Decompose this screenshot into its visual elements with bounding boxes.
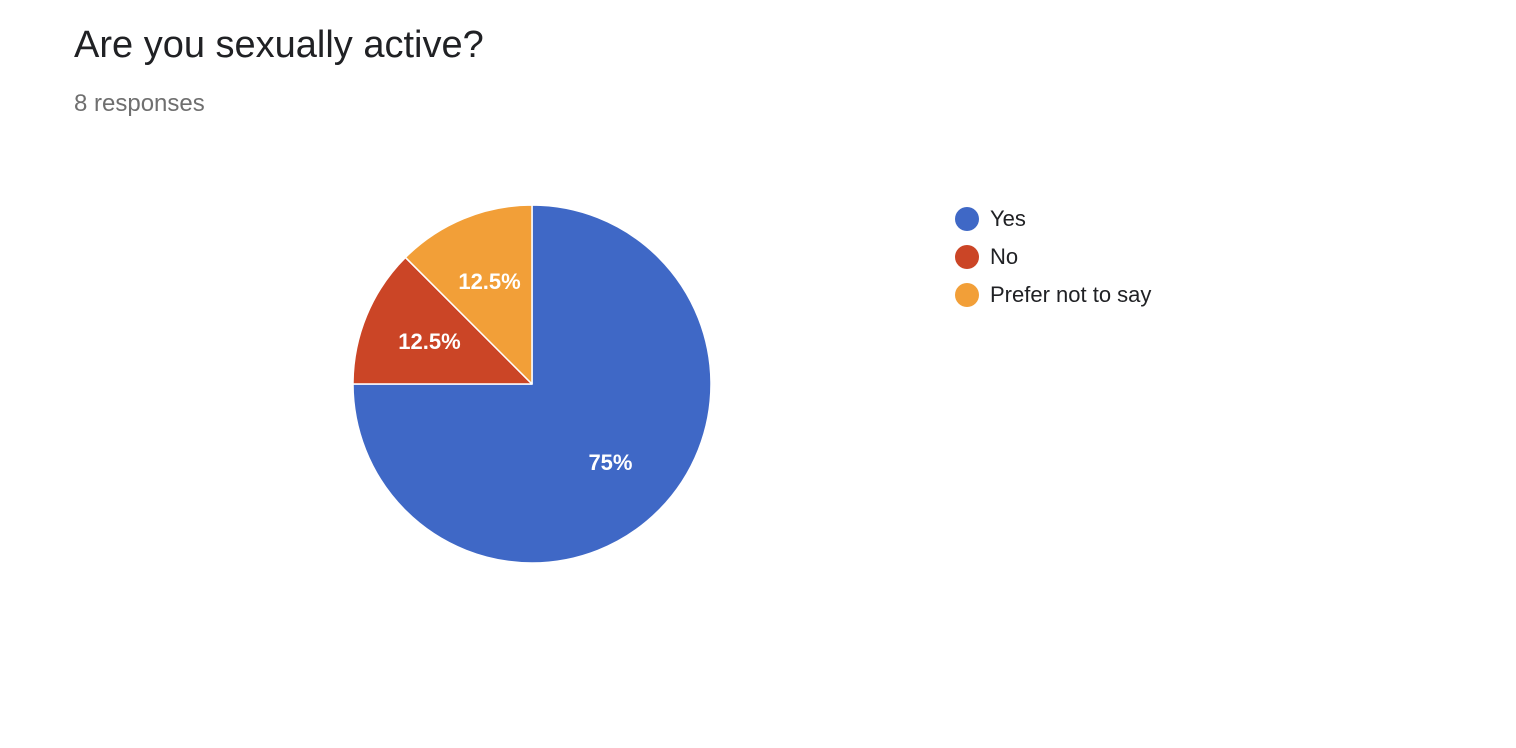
legend-item[interactable]: No xyxy=(955,238,1151,276)
legend-swatch-icon xyxy=(955,207,979,231)
legend-label: Prefer not to say xyxy=(990,282,1152,307)
pie-slices xyxy=(352,204,712,564)
slice-value-label: 12.5% xyxy=(458,269,520,294)
question-title: Are you sexually active? xyxy=(74,24,484,66)
pie-labels: 75% 12.5% 12.5% xyxy=(398,269,632,475)
legend-label: No xyxy=(990,244,1019,269)
legend-swatch-icon xyxy=(955,283,979,307)
pie-slice-no[interactable] xyxy=(352,256,533,385)
pie-slice-yes[interactable] xyxy=(352,204,712,564)
legend-item[interactable]: Prefer not to say xyxy=(955,276,1151,314)
slice-value-label: 75% xyxy=(588,450,632,475)
legend-swatch-icon xyxy=(955,245,979,269)
chart-legend: Yes No Prefer not to say xyxy=(955,200,1151,314)
slice-value-label: 12.5% xyxy=(398,329,460,354)
pie-slice-prefer-not-to-say[interactable] xyxy=(404,204,533,385)
response-count: 8 responses xyxy=(74,90,205,117)
legend-item[interactable]: Yes xyxy=(955,200,1151,238)
legend-label: Yes xyxy=(990,206,1026,231)
